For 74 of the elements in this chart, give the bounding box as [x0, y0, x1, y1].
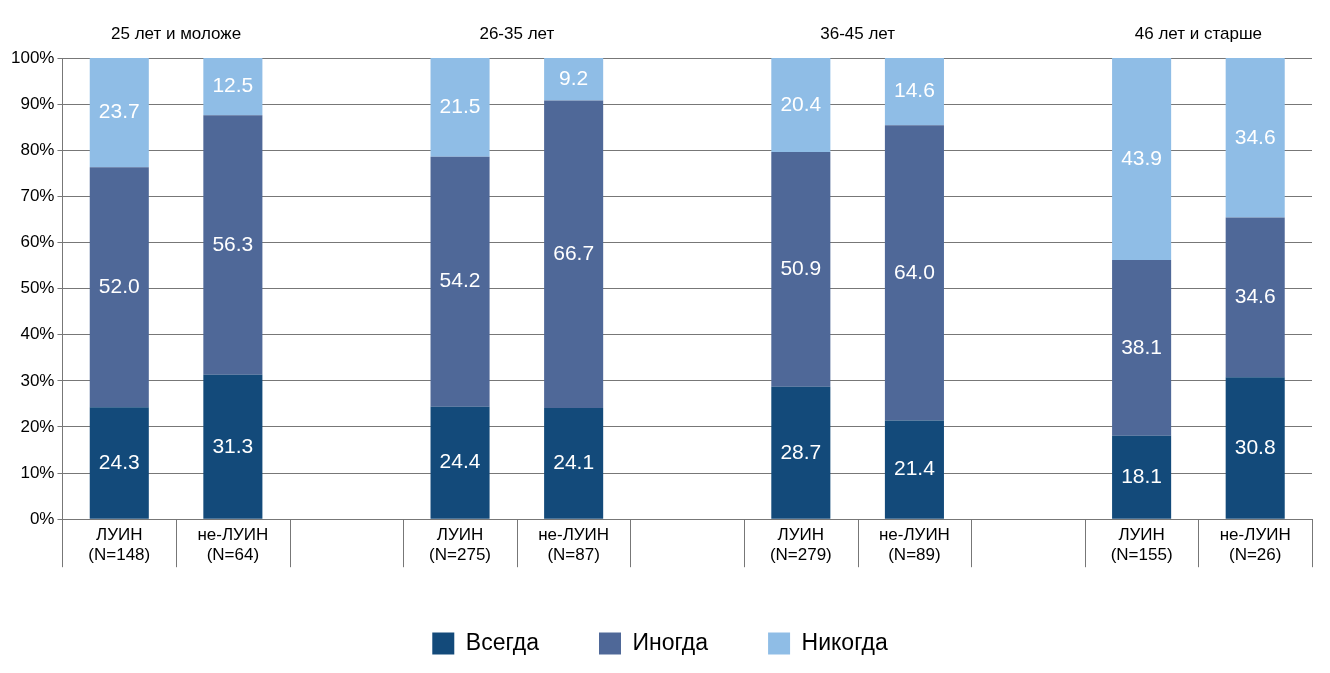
y-tick-label: 100% [11, 47, 55, 67]
x-tick-label: не-ЛУИН (N=64) [197, 525, 269, 565]
bar [1112, 260, 1172, 436]
y-tick-label: 80% [20, 139, 55, 159]
data-label: 52.0 [98, 274, 140, 298]
data-label: 31.3 [212, 433, 254, 457]
bar [203, 58, 263, 116]
data-label: 56.3 [212, 231, 254, 255]
data-label: 66.7 [553, 241, 595, 265]
legend-label: Всегда [465, 628, 540, 655]
bar [430, 156, 490, 407]
x-tick-label: не-ЛУИН (N=87) [538, 525, 610, 565]
y-tick-label: 10% [20, 462, 55, 482]
data-label: 28.7 [780, 439, 822, 463]
bar [1112, 58, 1172, 261]
bar [89, 58, 149, 168]
data-label: 20.4 [780, 91, 822, 115]
y-tick-label: 20% [20, 416, 55, 436]
data-label: 12.5 [212, 73, 254, 97]
bar [1225, 58, 1285, 218]
y-tick-label: 30% [20, 370, 55, 390]
data-label: 24.3 [98, 449, 140, 473]
data-label: 54.2 [439, 268, 481, 292]
bar [89, 407, 149, 519]
bar [203, 115, 263, 375]
text: 36-45 лет [820, 23, 896, 43]
data-label: 14.6 [893, 78, 935, 102]
bar [771, 58, 831, 153]
text: 25 лет и моложе [111, 23, 242, 43]
bar [203, 374, 263, 519]
bar [884, 420, 944, 519]
legend-label: Никогда [801, 628, 888, 655]
legend-label: Иногда [632, 628, 709, 655]
x-tick-label: ЛУИН (N=148) [88, 525, 151, 565]
x-tick-label: ЛУИН (N=279) [769, 525, 832, 565]
x-tick-label: ЛУИН (N=275) [429, 525, 491, 565]
y-tick-label: 70% [20, 186, 55, 206]
y-tick-label: 60% [20, 232, 55, 252]
data-label: 38.1 [1121, 334, 1163, 358]
bar [89, 167, 149, 408]
data-label: 50.9 [780, 256, 822, 280]
bar [544, 58, 604, 101]
bar [544, 100, 604, 409]
data-label: 34.6 [1234, 124, 1276, 148]
y-tick-label: 50% [20, 278, 55, 298]
data-label: 34.6 [1234, 284, 1276, 308]
bar [771, 152, 831, 387]
bar [430, 406, 490, 519]
data-label: 21.4 [893, 456, 936, 480]
data-label: 43.9 [1121, 145, 1163, 169]
bar [771, 386, 831, 519]
y-tick-label: 40% [20, 324, 55, 344]
text: 46 лет и старше [1134, 23, 1263, 43]
bar [544, 408, 604, 519]
x-tick-label: не-ЛУИН (N=26) [1219, 525, 1291, 565]
x-tick-label: ЛУИН (N=155) [1110, 525, 1173, 565]
y-tick-label: 90% [20, 93, 55, 113]
data-label: 24.4 [439, 449, 481, 473]
bar [1225, 377, 1285, 519]
data-label: 64.0 [893, 259, 935, 283]
data-label: 9.2 [559, 66, 589, 90]
data-label: 24.1 [553, 450, 595, 474]
bar [1112, 435, 1172, 519]
bar [430, 58, 490, 157]
data-label: 18.1 [1121, 464, 1163, 488]
text: 26-35 лет [479, 23, 555, 43]
bar [1225, 217, 1285, 378]
x-tick-label: не-ЛУИН (N=89) [878, 525, 950, 565]
data-label: 30.8 [1234, 434, 1276, 458]
bar [884, 58, 944, 126]
y-tick-label: 0% [29, 508, 55, 528]
bar [884, 125, 944, 421]
data-label: 23.7 [98, 99, 140, 123]
data-label: 21.5 [439, 93, 481, 117]
